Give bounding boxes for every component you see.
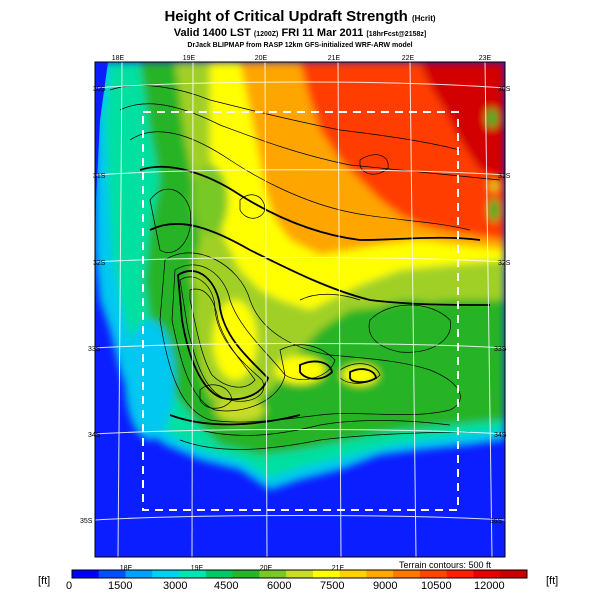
lon-label-top: 20E bbox=[255, 55, 268, 62]
lat-label-left: 31S bbox=[93, 173, 106, 180]
colorbar-swatch bbox=[366, 570, 394, 578]
lat-label-right: 33S bbox=[494, 346, 507, 353]
colorbar-swatch bbox=[259, 570, 287, 578]
lat-label-right: 35S bbox=[490, 518, 503, 525]
south-ocean bbox=[95, 380, 505, 557]
lat-label-left: 34S bbox=[88, 432, 101, 439]
colorbar bbox=[72, 570, 528, 578]
hcrit-field bbox=[95, 62, 505, 490]
colorbar-swatch bbox=[500, 570, 528, 578]
colorbar-swatch bbox=[419, 570, 448, 578]
map-title: Height of Critical Updraft Strength (Hcr… bbox=[164, 8, 436, 25]
colorbar-tick-label: 9000 bbox=[373, 580, 398, 592]
lat-label-right: 34S bbox=[494, 432, 507, 439]
lon-label-top: 19E bbox=[183, 55, 196, 62]
major-contours bbox=[139, 166, 491, 426]
colorbar-swatch bbox=[312, 570, 341, 578]
colorbar-tick-label: 10500 bbox=[421, 580, 452, 592]
colorbar-swatch bbox=[205, 570, 234, 578]
colorbar-unit-left: [ft] bbox=[38, 575, 51, 587]
colorbar-tick-label: 6000 bbox=[267, 580, 292, 592]
lat-label-left: 32S bbox=[93, 260, 106, 267]
lon-label-top: 23E bbox=[479, 55, 492, 62]
lat-label-right: 31S bbox=[498, 173, 511, 180]
colorbar-swatch bbox=[286, 570, 314, 578]
colorbar-tick-label: 7500 bbox=[320, 580, 345, 592]
colorbar-swatch bbox=[98, 570, 127, 578]
colorbar-swatch bbox=[72, 570, 100, 578]
colorbar-tick-label: 3000 bbox=[163, 580, 188, 592]
colorbar-swatch bbox=[473, 570, 501, 578]
lon-label-bottom: 18E bbox=[120, 565, 133, 572]
plot-frame bbox=[94, 61, 506, 558]
colorbar-swatch bbox=[393, 570, 421, 578]
lat-label-left: 30S bbox=[93, 86, 106, 93]
colorbar-tick-label: 12000 bbox=[474, 580, 505, 592]
terrain-contours bbox=[109, 85, 501, 450]
colorbar-swatch bbox=[125, 570, 153, 578]
lon-label-top: 21E bbox=[328, 55, 341, 62]
terrain-contours-note: Terrain contours: 500 ft bbox=[399, 560, 492, 570]
lon-label-top: 22E bbox=[402, 55, 415, 62]
colorbar-frame bbox=[71, 569, 528, 579]
colorbar-tick-label: 0 bbox=[66, 580, 73, 592]
colorbar-swatch bbox=[152, 570, 180, 578]
colorbar-swatch bbox=[339, 570, 367, 578]
colorbar-swatch bbox=[232, 570, 260, 578]
lat-label-right: 32S bbox=[498, 260, 511, 267]
colorbar-unit-right: [ft] bbox=[546, 575, 559, 587]
lon-label-bottom: 20E bbox=[260, 565, 273, 572]
lat-label-right: 30S bbox=[498, 86, 511, 93]
valid-time: Valid 1400 LST (1200Z) FRI 11 Mar 2011 [… bbox=[173, 27, 427, 39]
colorbar-swatch bbox=[446, 570, 474, 578]
lat-label-left: 33S bbox=[88, 346, 101, 353]
colorbar-tick-label: 4500 bbox=[214, 580, 239, 592]
lon-label-bottom: 21E bbox=[332, 565, 345, 572]
colorbar-swatch bbox=[179, 570, 207, 578]
lon-label-top: 18E bbox=[112, 55, 125, 62]
model-description: DrJack BLIPMAP from RASP 12km GFS-initia… bbox=[187, 42, 413, 49]
lat-label-left: 35S bbox=[80, 518, 93, 525]
inner-domain-box bbox=[142, 111, 459, 511]
lon-label-bottom: 19E bbox=[191, 565, 204, 572]
colorbar-tick-label: 1500 bbox=[108, 580, 133, 592]
